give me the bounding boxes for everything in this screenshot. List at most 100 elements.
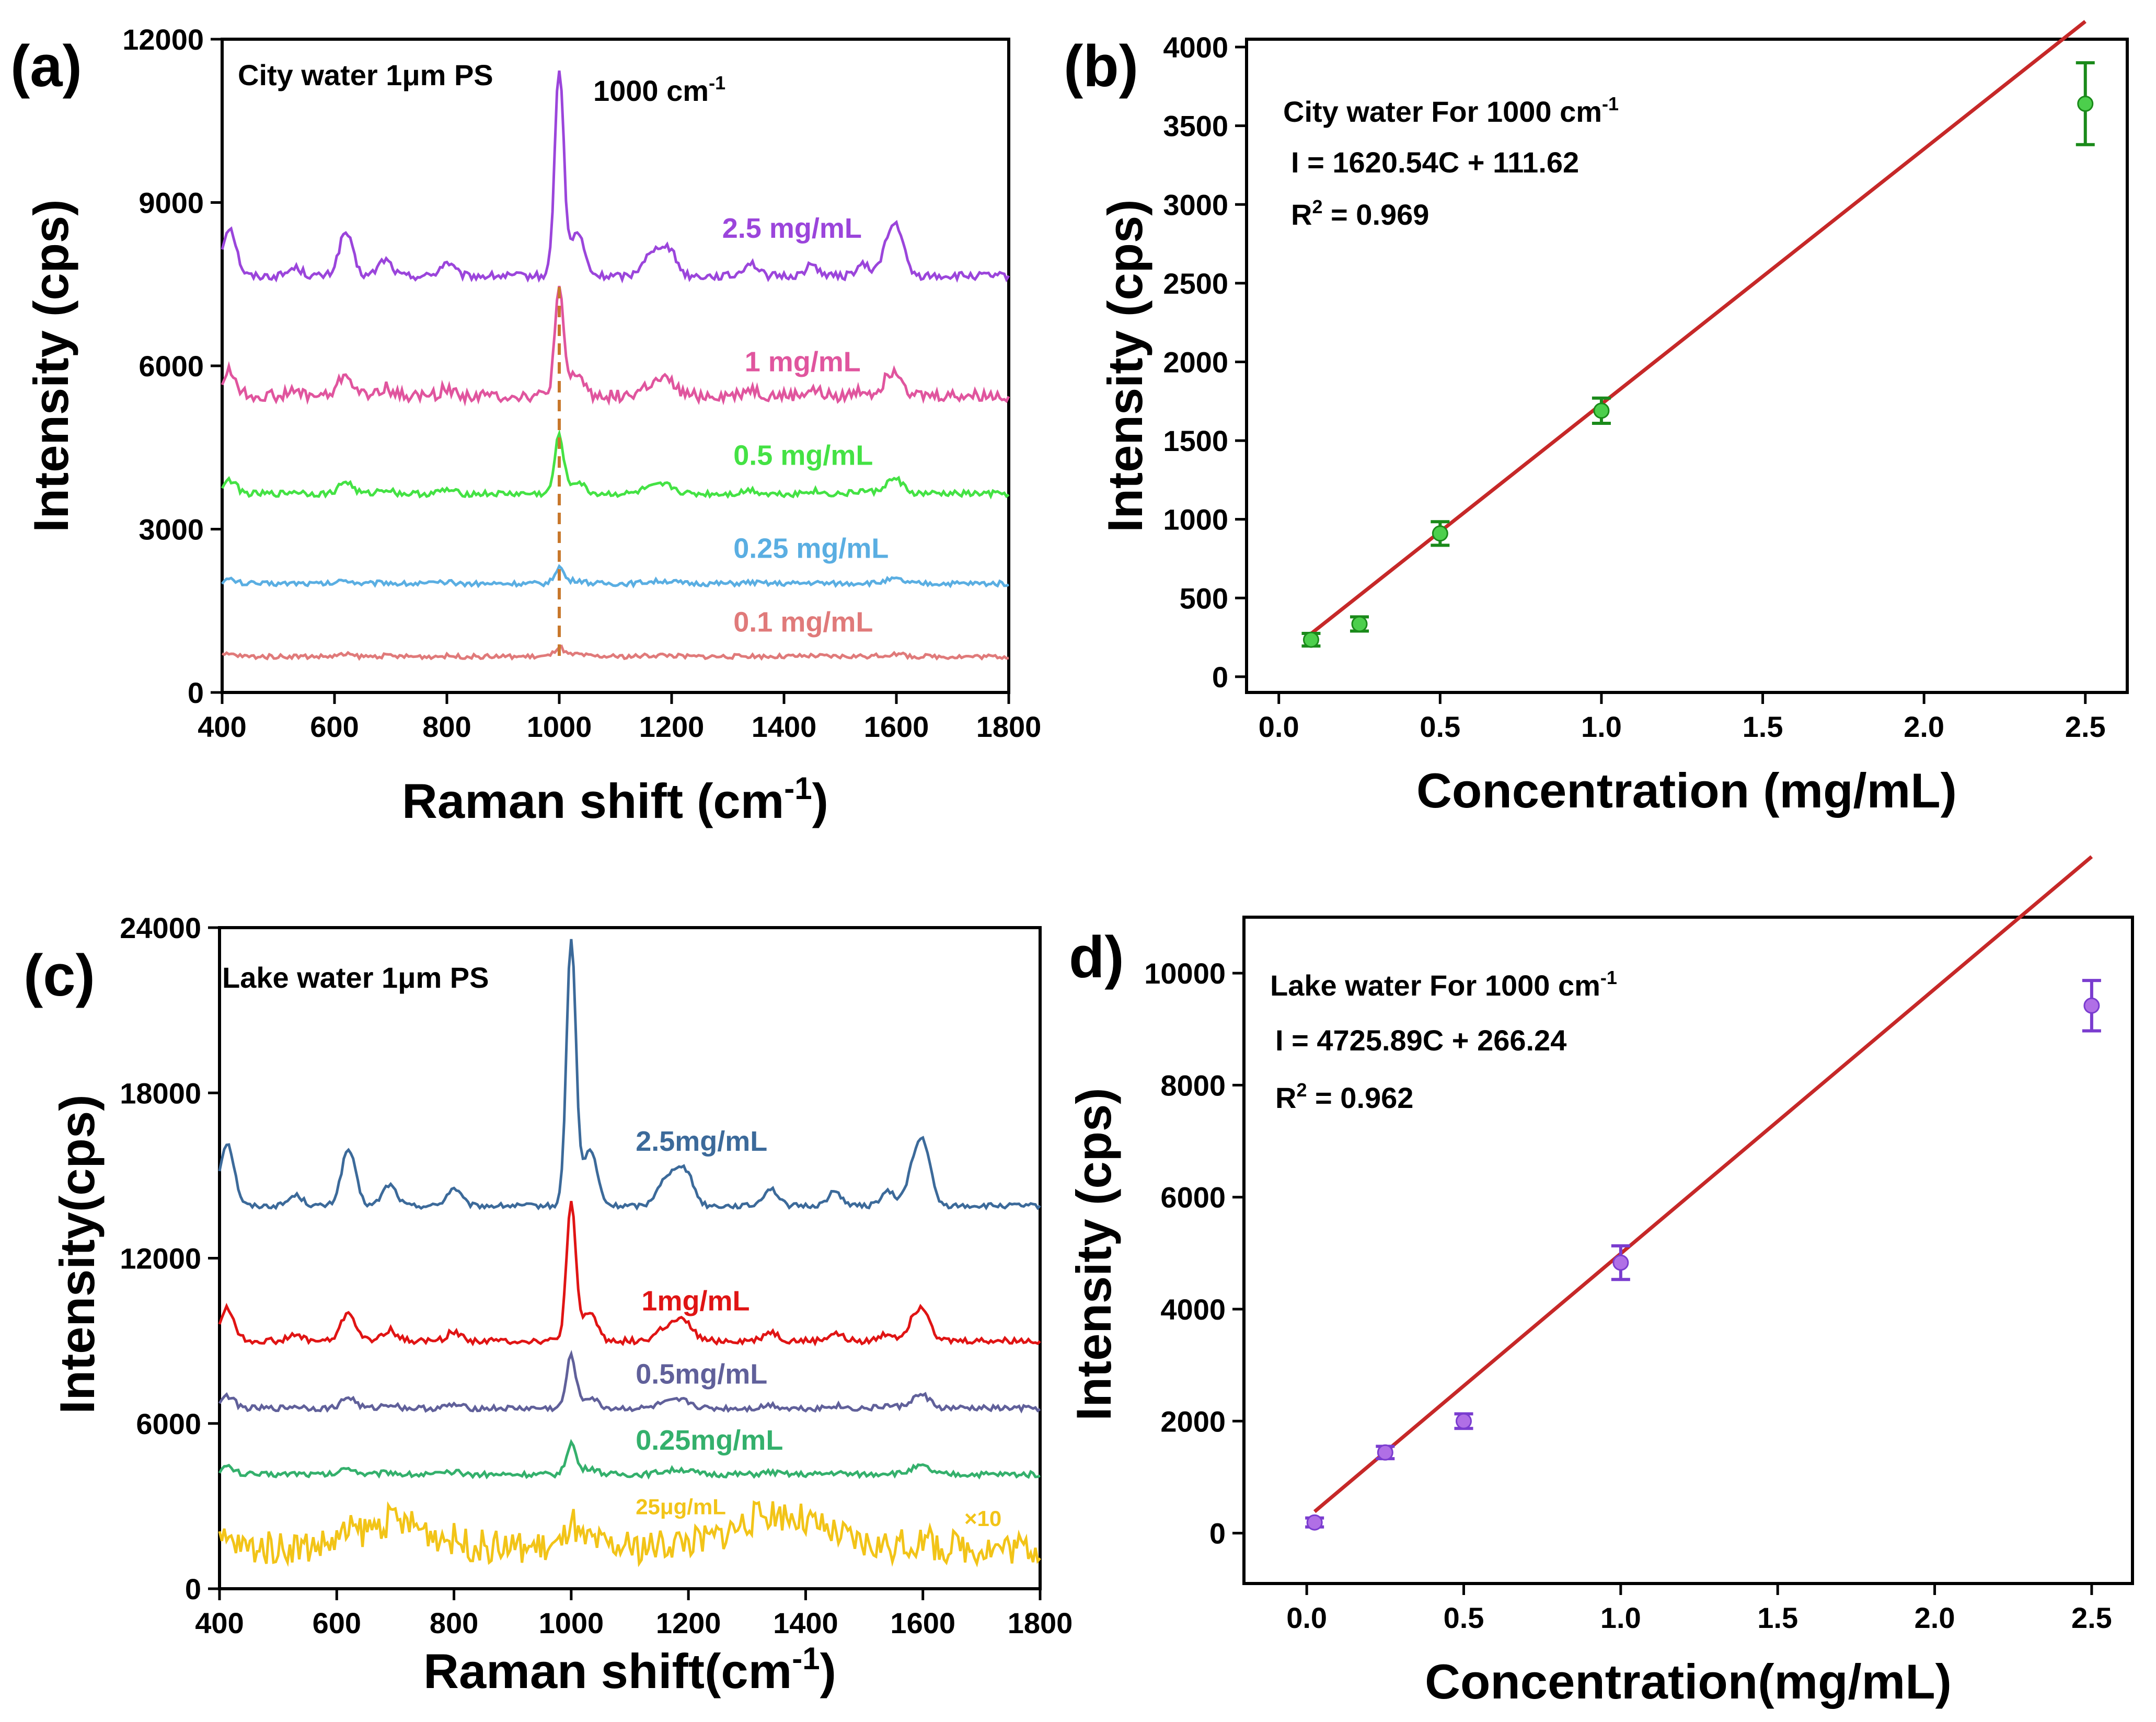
panel-a-x-tick-label: 1800 bbox=[976, 710, 1042, 743]
panel-a-y-tick-label: 6000 bbox=[139, 350, 204, 383]
panel-c-x-tick-label: 1800 bbox=[1008, 1607, 1073, 1639]
panel-a-series-line-1 bbox=[221, 285, 1010, 407]
panel-c-x-tick-label: 1600 bbox=[890, 1607, 955, 1639]
panel-d-plot-frame bbox=[1242, 916, 2134, 1585]
panel-a-x-tick-label: 1200 bbox=[639, 710, 705, 743]
panel-b-x-tick-label: 0.0 bbox=[1259, 710, 1299, 743]
panel-b-x-tick-label: 0.5 bbox=[1420, 710, 1460, 743]
panel-d-x-tick-label: 0.0 bbox=[1286, 1601, 1327, 1634]
panel-a-peak-label: 1000 cm-1 bbox=[593, 72, 725, 107]
panel-a-y-axis-title: Intensity (cps) bbox=[24, 199, 78, 532]
panel-d-data-point-4 bbox=[2083, 997, 2100, 1014]
panel-b-x-tick-label: 2.5 bbox=[2065, 710, 2106, 743]
panel-a-x-axis-title: Raman shift (cm-1) bbox=[402, 771, 828, 828]
panel-a-series-label-1: 1 mg/mL bbox=[745, 346, 861, 377]
panel-d-equation: I = 4725.89C + 266.24 bbox=[1275, 1024, 1566, 1057]
panel-b-y-tick-label: 0 bbox=[1212, 661, 1228, 694]
panel-b-x-axis-title: Concentration (mg/mL) bbox=[1416, 763, 1957, 818]
panel-c-series-label-3: 0.25mg/mL bbox=[636, 1425, 783, 1456]
panel-c-lake-water-spectra: (c) 400 600 800 1000 1200 1400 1600 18000600012… bbox=[24, 911, 1073, 1698]
panel-c-series-line-3 bbox=[218, 1439, 1041, 1480]
panel-c-series-label-4: 25μg/mL bbox=[636, 1495, 726, 1519]
panel-a-series-label-4: 0.1 mg/mL bbox=[733, 606, 873, 638]
panel-d-data-point-1 bbox=[1377, 1444, 1393, 1461]
panel-c-plot-frame bbox=[218, 926, 1042, 1590]
panel-a-ticks: 400 600 800 1000 1200 1400 1600 1800 0 3000 6000 90… bbox=[122, 23, 1041, 743]
panel-c-x-tick-label: 1000 bbox=[539, 1607, 604, 1639]
panel-a-x-tick-label: 1600 bbox=[864, 710, 929, 743]
panel-d-points bbox=[1305, 979, 2101, 1531]
panel-b-data-point-1 bbox=[1351, 616, 1368, 632]
panel-a-title: City water 1μm PS bbox=[238, 59, 493, 91]
panel-b-equation-title: City water For 1000 cm-1 bbox=[1283, 93, 1619, 128]
panel-d-y-axis-title: Intensity (cps) bbox=[1066, 1088, 1121, 1420]
panel-d-ticks: 0.0 0.5 1.0 1.5 2.0 2.5 0 2000 4000 6000 8000 10000 bbox=[1144, 957, 2112, 1634]
panel-a-series: 2.5 mg/mL 1 mg/mL 0.5 mg/mL 0.25 mg/mL 0.1 m… bbox=[221, 70, 1010, 661]
panel-d-data-point-0 bbox=[1306, 1514, 1323, 1531]
panel-d-label: d) bbox=[1069, 924, 1124, 990]
panel-a-y-tick-label: 0 bbox=[188, 676, 204, 709]
panel-c-label: (c) bbox=[24, 943, 95, 1008]
panel-c-series-line-2 bbox=[218, 1349, 1041, 1414]
panel-d-x-tick-label: 2.0 bbox=[1915, 1601, 1955, 1634]
panel-d-y-tick-label: 6000 bbox=[1160, 1181, 1226, 1214]
panel-d-x-axis-title: Concentration(mg/mL) bbox=[1425, 1654, 1952, 1709]
panel-c-x-tick-label: 1200 bbox=[656, 1607, 721, 1639]
panel-c-ticks: 400 600 800 1000 1200 1400 1600 180006000120001… bbox=[120, 911, 1073, 1639]
panel-a-y-tick-label: 3000 bbox=[139, 513, 204, 546]
panel-d-x-tick-label: 1.0 bbox=[1600, 1601, 1641, 1634]
panel-c-y-tick-label: 12000 bbox=[120, 1242, 201, 1275]
panel-b-data-point-3 bbox=[1593, 402, 1610, 419]
panel-a-series-line-2 bbox=[221, 429, 1010, 500]
panel-d-y-tick-label: 10000 bbox=[1144, 957, 1226, 990]
panel-c-y-tick-label: 24000 bbox=[120, 911, 201, 944]
panel-a-series-line-0 bbox=[221, 70, 1010, 284]
panel-c-series-line-0 bbox=[218, 939, 1041, 1211]
panel-c-y-tick-label: 18000 bbox=[120, 1077, 201, 1110]
panel-d-fit bbox=[1313, 855, 2093, 1513]
panel-d-data-point-3 bbox=[1612, 1254, 1629, 1271]
panel-c-x-tick-label: 1400 bbox=[773, 1607, 838, 1639]
panel-d-fit-line bbox=[1313, 855, 2093, 1513]
panel-a-series-line-4 bbox=[221, 644, 1009, 661]
panel-d-y-tick-label: 4000 bbox=[1160, 1293, 1226, 1326]
panel-d-r2: R2 = 0.962 bbox=[1275, 1079, 1413, 1114]
panel-c-multiplier-label: ×10 bbox=[964, 1506, 1001, 1531]
panel-b-x-tick-label: 2.0 bbox=[1904, 710, 1944, 743]
panel-a-series-label-2: 0.5 mg/mL bbox=[733, 440, 873, 471]
panel-a-x-tick-label: 800 bbox=[422, 710, 471, 743]
panel-b-y-tick-label: 2000 bbox=[1163, 345, 1228, 378]
panel-d-lake-water-calibration: d) 0.0 0.5 1.0 1.5 2.0 2.5 0 2000 4000 6000 8000 10… bbox=[1066, 855, 2134, 1709]
panel-a-y-tick-label: 9000 bbox=[139, 187, 204, 219]
panel-b-equation: I = 1620.54C + 111.62 bbox=[1291, 146, 1579, 179]
panel-d-y-tick-label: 0 bbox=[1209, 1517, 1226, 1550]
panel-c-x-axis-title: Raman shift(cm-1) bbox=[423, 1641, 836, 1698]
panel-c-y-tick-label: 6000 bbox=[136, 1407, 201, 1440]
panel-a-x-tick-label: 1000 bbox=[527, 710, 592, 743]
panel-b-y-tick-label: 1500 bbox=[1163, 424, 1228, 457]
panel-b-y-tick-label: 1000 bbox=[1163, 503, 1228, 536]
panel-b-city-water-calibration: (b) 0.0 0.5 1.0 1.5 2.0 2.5 0 500 1000 1500 2000 25… bbox=[1064, 20, 2129, 818]
panel-c-x-tick-label: 400 bbox=[195, 1607, 244, 1639]
panel-b-ticks: 0.0 0.5 1.0 1.5 2.0 2.5 0 500 1000 1500 2000 2500 30… bbox=[1163, 31, 2105, 743]
panel-d-y-tick-label: 8000 bbox=[1160, 1069, 1226, 1102]
panel-a-plot-frame bbox=[221, 38, 1010, 694]
panel-b-y-axis-title: Intensity (cps) bbox=[1098, 199, 1152, 532]
panel-a-y-tick-label: 12000 bbox=[122, 23, 204, 56]
panel-a-x-tick-label: 400 bbox=[198, 710, 246, 743]
panel-c-x-tick-label: 800 bbox=[430, 1607, 478, 1639]
panel-b-points bbox=[1301, 61, 2095, 648]
panel-c-title: Lake water 1μm PS bbox=[222, 961, 489, 994]
panel-c-series-line-1 bbox=[218, 1200, 1041, 1347]
panel-b-data-point-0 bbox=[1302, 631, 1319, 648]
panel-a-series-label-3: 0.25 mg/mL bbox=[733, 533, 889, 564]
panel-b-y-tick-label: 3500 bbox=[1163, 110, 1228, 143]
panel-b-y-tick-label: 500 bbox=[1180, 582, 1228, 615]
panel-b-y-tick-label: 4000 bbox=[1163, 31, 1228, 64]
panel-c-series-label-0: 2.5mg/mL bbox=[636, 1126, 767, 1157]
panel-d-data-point-2 bbox=[1455, 1413, 1472, 1429]
panel-a-x-tick-label: 600 bbox=[310, 710, 359, 743]
panel-b-y-tick-label: 3000 bbox=[1163, 188, 1228, 221]
panel-c-y-axis-title: Intensity(cps) bbox=[50, 1094, 105, 1414]
